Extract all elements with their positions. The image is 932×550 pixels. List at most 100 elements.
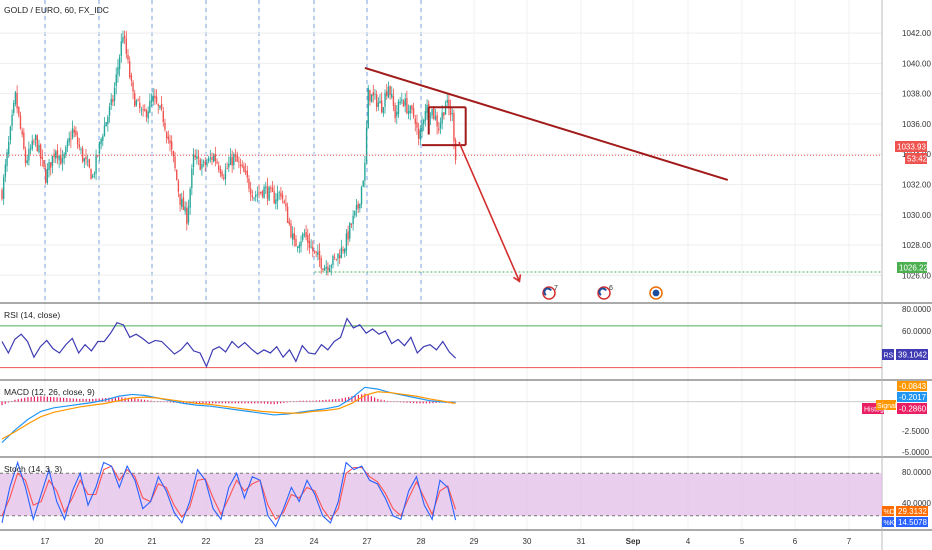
candle-body — [377, 102, 380, 107]
main-price-pane[interactable]: 7 6 — [0, 30, 882, 300]
candle-body — [248, 178, 250, 189]
candle-body — [179, 193, 181, 205]
stoch-k-value-bg — [896, 517, 928, 527]
candle-body — [293, 232, 296, 240]
macd-histogram-bar — [75, 398, 78, 402]
candle-body — [404, 98, 406, 106]
rsi-axis-tick: 80.0000 — [902, 305, 931, 314]
macd-axis-tick: -5.0000 — [902, 448, 930, 457]
candle-body — [123, 35, 126, 39]
candle-body — [308, 240, 311, 248]
candle-body — [164, 122, 166, 130]
macd-histogram-bar — [302, 400, 304, 402]
time-axis[interactable]: 17 20 21 22 23 24 27 28 29 30 31 Sep 4 5 6 7 — [41, 537, 852, 546]
candle-body — [152, 95, 154, 102]
macd-histogram-bar — [341, 398, 343, 402]
candle-body — [26, 160, 28, 163]
signal-value: -0.2017 — [899, 393, 927, 402]
macd-histogram-bar — [429, 401, 431, 404]
price-tick-label: 1026.00 — [902, 271, 931, 280]
candle-body — [186, 208, 188, 225]
price-tick-label: 1036.00 — [902, 120, 931, 129]
candlestick-series — [1, 30, 457, 276]
candle-body — [29, 148, 32, 150]
candle-body — [73, 129, 75, 133]
macd-histogram-bar — [50, 396, 52, 402]
last-price-tag: 1033.93 53:42 — [895, 141, 928, 164]
macd-line — [1, 386, 456, 443]
macd-histogram-bar — [195, 401, 197, 404]
event-icon[interactable] — [649, 286, 663, 300]
candle-body — [80, 149, 82, 151]
candle-body — [424, 111, 427, 121]
macd-histogram-bar — [7, 401, 10, 403]
candle-body — [157, 104, 159, 106]
macd-histogram-bar — [56, 397, 58, 402]
candle-body — [165, 131, 168, 139]
candle-body — [236, 154, 238, 162]
macd-histogram-bar — [173, 401, 175, 403]
macd-histogram-bar — [137, 398, 139, 402]
candle-body — [8, 141, 10, 155]
candle-body — [387, 86, 390, 98]
candle-body — [402, 101, 405, 107]
candle-body — [238, 161, 240, 163]
macd-histogram-bar — [257, 401, 259, 404]
candle-body — [354, 210, 356, 216]
countdown-value: 53:42 — [907, 155, 928, 164]
candle-body — [191, 168, 193, 189]
time-tick-label: 17 — [41, 537, 50, 546]
macd-pane[interactable] — [0, 386, 882, 443]
candle-body — [285, 203, 287, 207]
candle-body — [113, 87, 116, 101]
macd-histogram-bar — [82, 398, 84, 402]
candle-body — [154, 95, 156, 99]
macd-label: MACD (12, 26, close, 9) — [4, 387, 95, 397]
candle-body — [56, 150, 59, 159]
candle-body — [412, 108, 415, 117]
candle-body — [204, 161, 206, 166]
macd-histogram-bar — [40, 396, 42, 402]
event-icon[interactable]: 6 — [597, 285, 613, 300]
candle-body — [71, 128, 74, 138]
macd-histogram-bar — [403, 401, 405, 403]
macd-histogram-bar — [289, 401, 291, 403]
candle-body — [431, 109, 433, 116]
candle-body — [290, 223, 292, 238]
candle-body — [380, 100, 383, 113]
last-price-value: 1033.93 — [897, 143, 926, 152]
time-tick-label: Sep — [626, 537, 641, 546]
rsi-value-bg — [896, 349, 928, 360]
macd-histogram-bar — [46, 396, 48, 402]
macd-histogram-bar — [37, 396, 39, 402]
projection-arrow[interactable] — [458, 141, 521, 282]
candle-body — [1, 190, 3, 199]
stoch-pane[interactable] — [0, 460, 882, 528]
candle-body — [446, 99, 448, 103]
trendline[interactable] — [364, 66, 729, 181]
candle-body — [310, 246, 312, 248]
stoch-d-line — [1, 465, 457, 521]
candle-body — [159, 105, 161, 108]
event-icon[interactable]: 7 — [542, 285, 558, 300]
macd-histogram-bar — [24, 397, 26, 402]
candle-body — [438, 128, 440, 131]
macd-histogram-bar — [367, 394, 369, 402]
candle-body — [229, 156, 232, 165]
candle-body — [271, 187, 274, 193]
candle-body — [330, 265, 332, 268]
candle-body — [63, 154, 65, 159]
rsi-axis-tick: 60.0000 — [902, 327, 931, 336]
candle-body — [239, 164, 242, 166]
stoch-k-value: 14.5078 — [898, 518, 927, 527]
candle-body — [443, 112, 445, 116]
candle-body — [397, 101, 400, 114]
candle-body — [275, 199, 277, 204]
macd-histogram-bar — [237, 401, 240, 404]
rsi-tag-bg — [882, 349, 894, 360]
rsi-pane[interactable] — [0, 317, 882, 369]
macd-histogram-bar — [260, 401, 262, 404]
macd-histogram-bar — [412, 401, 415, 404]
candle-body — [31, 140, 33, 150]
